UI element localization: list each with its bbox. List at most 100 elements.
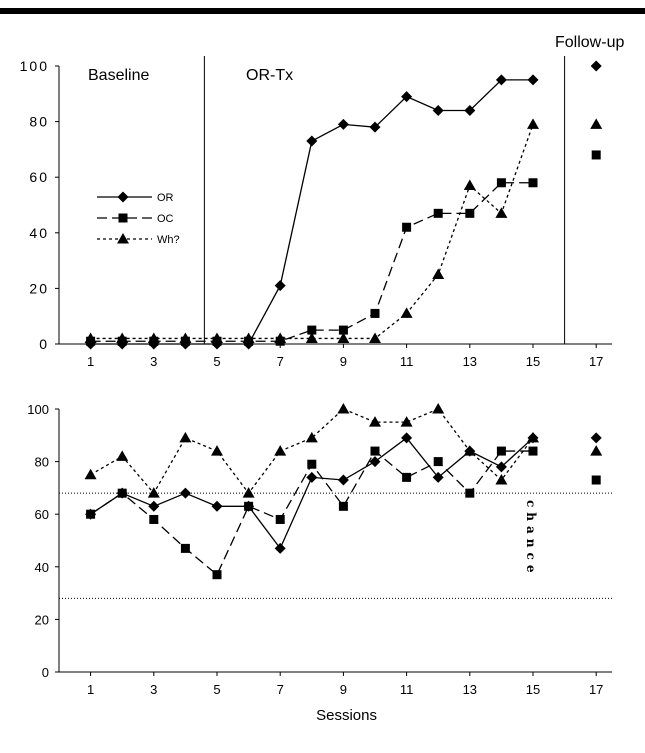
x-tick-label: 1 (87, 682, 94, 697)
data-point-square (465, 488, 475, 498)
data-point-diamond (432, 104, 444, 116)
data-point-triangle (369, 332, 381, 343)
y-tick-label: 60 (35, 507, 49, 522)
data-point-triangle (432, 403, 445, 414)
x-tick-label: 15 (526, 682, 540, 697)
x-tick-label: 11 (400, 354, 414, 369)
followup-point-triangle (590, 118, 603, 129)
data-point-diamond (274, 542, 286, 554)
data-point-triangle (305, 332, 318, 343)
y-tick-label: 0 (39, 336, 49, 352)
data-point-diamond (527, 74, 539, 86)
data-point-triangle (242, 487, 255, 498)
data-point-triangle (274, 332, 287, 343)
followup-point-square (591, 475, 601, 485)
data-point-square (433, 208, 443, 218)
data-point-square (433, 457, 443, 467)
x-tick-label: 3 (150, 354, 157, 369)
data-point-triangle (116, 332, 129, 343)
x-tick-label: 5 (213, 354, 220, 369)
data-point-triangle (400, 416, 413, 427)
data-point-square (370, 308, 380, 318)
data-point-square (86, 509, 96, 519)
data-point-diamond (179, 487, 191, 499)
series-line-square (90, 450, 533, 576)
x-tick-label: 1 (87, 354, 94, 369)
phase-label-followup: Follow-up (555, 34, 624, 51)
data-point-diamond (401, 432, 413, 444)
data-point-diamond (495, 74, 507, 86)
data-point-diamond (337, 118, 349, 130)
legend-marker-diamond (117, 191, 129, 203)
legend-label: Wh? (157, 234, 180, 246)
legend: OR OC Wh? (97, 191, 180, 246)
data-point-triangle (305, 431, 318, 443)
data-point-square (528, 178, 538, 188)
y-tick-label: 20 (35, 612, 49, 627)
y-tick-label: 80 (29, 114, 49, 130)
data-point-diamond (401, 91, 413, 103)
data-point-diamond (306, 135, 318, 147)
data-point-square (180, 543, 190, 553)
series-line-square (90, 182, 533, 342)
followup-point-square (591, 150, 601, 160)
data-point-diamond (211, 500, 223, 512)
x-tick-label: 3 (150, 682, 157, 697)
data-point-triangle (211, 445, 223, 456)
legend-label: OR (157, 192, 174, 204)
followup-point-diamond (590, 432, 602, 444)
legend-marker-square (118, 213, 128, 223)
legend-marker-triangle (117, 233, 129, 244)
x-axis-title: Sessions (316, 707, 377, 724)
data-point-triangle (400, 307, 413, 318)
data-point-square (117, 488, 127, 498)
data-point-triangle (147, 332, 160, 343)
data-point-triangle (337, 403, 350, 414)
x-tick-label: 13 (463, 354, 477, 369)
x-tick-label: 15 (526, 354, 540, 369)
data-point-diamond (274, 280, 286, 292)
data-point-square (149, 514, 159, 524)
data-point-square (465, 208, 475, 218)
data-point-diamond (337, 474, 349, 486)
data-point-square (212, 570, 222, 580)
data-point-square (244, 501, 254, 511)
data-point-square (338, 501, 348, 511)
data-point-triangle (84, 468, 97, 480)
x-tick-label: 9 (340, 682, 347, 697)
phase-label-baseline: Baseline (88, 67, 149, 84)
data-point-square (496, 446, 506, 456)
data-point-triangle (179, 332, 192, 343)
y-tick-label: 40 (35, 560, 49, 575)
followup-point-diamond (590, 60, 602, 72)
x-tick-label: 17 (589, 682, 603, 697)
y-tick-label: 100 (20, 58, 49, 74)
data-point-square (307, 325, 317, 335)
legend-label: OC (157, 213, 174, 225)
y-tick-label: 60 (29, 169, 49, 185)
data-point-diamond (432, 471, 444, 483)
data-point-triangle (147, 487, 160, 498)
data-point-triangle (495, 207, 508, 218)
top-rule (0, 8, 645, 14)
data-point-triangle (179, 431, 192, 443)
data-point-triangle (337, 332, 350, 343)
y-tick-label: 20 (29, 280, 49, 296)
data-point-diamond (495, 461, 507, 473)
x-tick-label: 9 (340, 354, 347, 369)
y-tick-label: 100 (27, 402, 49, 417)
data-point-triangle (527, 431, 539, 443)
data-point-square (307, 459, 317, 469)
data-point-triangle (242, 332, 255, 343)
chance-label: chance (524, 500, 538, 577)
data-point-diamond (464, 104, 476, 116)
y-tick-label: 0 (42, 665, 49, 680)
series-line-triangle (90, 408, 534, 495)
data-point-square (402, 472, 412, 482)
x-tick-label: 11 (400, 682, 414, 697)
x-tick-label: 17 (589, 354, 603, 369)
phase-label-treatment: OR-Tx (246, 67, 293, 84)
data-point-square (528, 446, 538, 456)
